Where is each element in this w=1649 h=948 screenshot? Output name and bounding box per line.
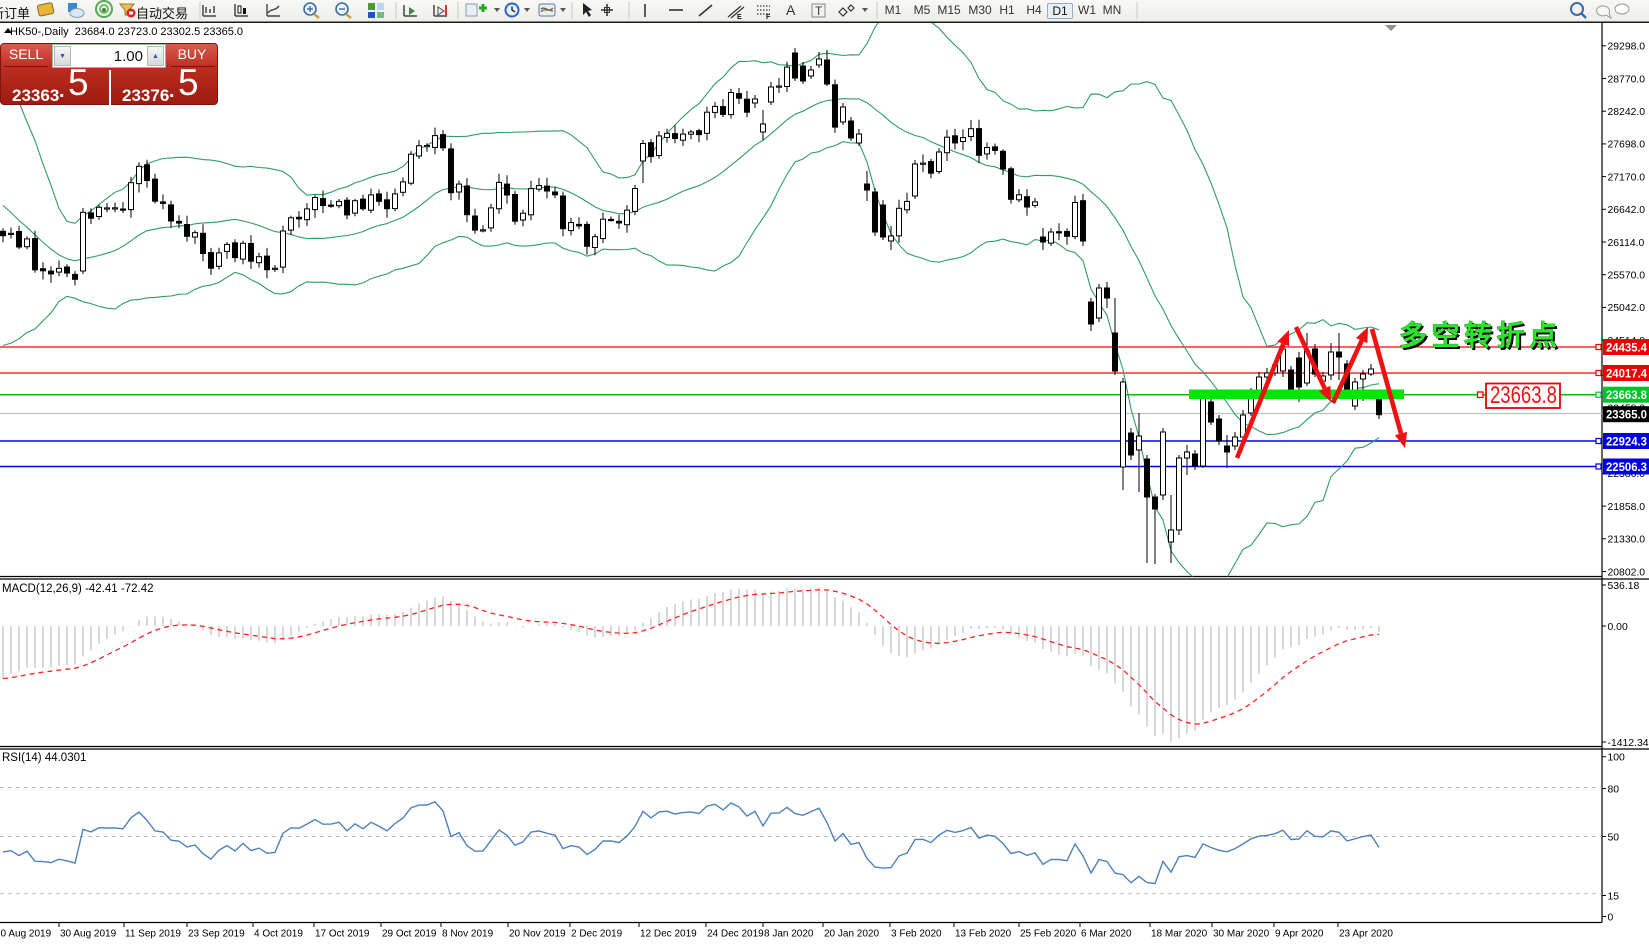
svg-text:27698.0: 27698.0 bbox=[1608, 140, 1646, 151]
svg-text:22924.3: 22924.3 bbox=[1606, 434, 1647, 448]
svg-text:23 Apr 2020: 23 Apr 2020 bbox=[1339, 929, 1393, 940]
svg-text:11 Sep 2019: 11 Sep 2019 bbox=[125, 929, 181, 940]
svg-text:-1412.34: -1412.34 bbox=[1608, 738, 1649, 749]
svg-text:MACD(12,26,9) -42.41 -72.42: MACD(12,26,9) -42.41 -72.42 bbox=[2, 583, 154, 595]
svg-text:8 Jan 2020: 8 Jan 2020 bbox=[764, 929, 814, 940]
svg-text:23 Sep 2019: 23 Sep 2019 bbox=[188, 929, 245, 940]
svg-text:50: 50 bbox=[1608, 832, 1620, 843]
svg-text:6 Mar 2020: 6 Mar 2020 bbox=[1081, 929, 1132, 940]
svg-text:28242.0: 28242.0 bbox=[1608, 107, 1646, 118]
svg-text:F: F bbox=[766, 14, 771, 21]
svg-text:28770.0: 28770.0 bbox=[1608, 74, 1646, 85]
svg-text:23663.8: 23663.8 bbox=[1490, 382, 1557, 409]
svg-text:2 Dec 2019: 2 Dec 2019 bbox=[571, 929, 623, 940]
svg-text:A: A bbox=[786, 2, 796, 18]
svg-text:29298.0: 29298.0 bbox=[1608, 42, 1646, 53]
svg-text:多空转折点: 多空转折点 bbox=[1401, 321, 1564, 353]
svg-text:多空转折点: 多空转折点 bbox=[1399, 319, 1562, 351]
svg-text:100: 100 bbox=[1608, 753, 1626, 764]
svg-text:21330.0: 21330.0 bbox=[1608, 535, 1646, 546]
svg-text:26114.0: 26114.0 bbox=[1608, 238, 1645, 249]
svg-text:0.00: 0.00 bbox=[1608, 622, 1628, 633]
svg-text:27170.0: 27170.0 bbox=[1608, 172, 1646, 183]
svg-text:12 Dec 2019: 12 Dec 2019 bbox=[640, 929, 697, 940]
svg-text:20 Jan 2020: 20 Jan 2020 bbox=[824, 929, 879, 940]
svg-text:21858.0: 21858.0 bbox=[1608, 502, 1646, 513]
svg-text:T: T bbox=[815, 4, 823, 18]
svg-text:29 Oct 2019: 29 Oct 2019 bbox=[382, 929, 437, 940]
svg-text:20 Aug 2019: 20 Aug 2019 bbox=[0, 929, 52, 940]
svg-text:22386.0: 22386.0 bbox=[1608, 469, 1646, 480]
svg-text:15: 15 bbox=[1608, 891, 1620, 902]
svg-text:24017.4: 24017.4 bbox=[1606, 366, 1647, 380]
svg-text:18 Mar 2020: 18 Mar 2020 bbox=[1151, 929, 1208, 940]
svg-text:9 Apr 2020: 9 Apr 2020 bbox=[1275, 929, 1324, 940]
svg-text:4 Oct 2019: 4 Oct 2019 bbox=[254, 929, 303, 940]
svg-text:3 Feb 2020: 3 Feb 2020 bbox=[891, 929, 942, 940]
svg-text:RSI(14) 44.0301: RSI(14) 44.0301 bbox=[2, 752, 86, 764]
svg-text:0: 0 bbox=[1608, 912, 1614, 923]
svg-text:13 Feb 2020: 13 Feb 2020 bbox=[955, 929, 1012, 940]
svg-text:HK50-,Daily 23684.0 23723.0 2: HK50-,Daily 23684.0 23723.0 23302.5 2336… bbox=[10, 26, 243, 38]
svg-text:30 Mar 2020: 30 Mar 2020 bbox=[1213, 929, 1270, 940]
svg-text:80: 80 bbox=[1608, 784, 1620, 795]
svg-text:8 Nov 2019: 8 Nov 2019 bbox=[442, 929, 494, 940]
svg-text:20802.0: 20802.0 bbox=[1608, 567, 1646, 578]
svg-text:26642.0: 26642.0 bbox=[1608, 205, 1646, 216]
svg-text:24435.4: 24435.4 bbox=[1606, 340, 1647, 354]
svg-text:30 Aug 2019: 30 Aug 2019 bbox=[60, 929, 117, 940]
svg-text:E: E bbox=[737, 14, 742, 21]
svg-text:20 Nov 2019: 20 Nov 2019 bbox=[509, 929, 566, 940]
svg-text:536.18: 536.18 bbox=[1608, 581, 1640, 592]
svg-text:25570.0: 25570.0 bbox=[1608, 271, 1646, 282]
svg-text:17 Oct 2019: 17 Oct 2019 bbox=[315, 929, 370, 940]
svg-text:24 Dec 2019: 24 Dec 2019 bbox=[707, 929, 764, 940]
svg-text:22506.3: 22506.3 bbox=[1606, 460, 1647, 474]
svg-text:23663.8: 23663.8 bbox=[1606, 388, 1647, 402]
svg-text:23365.0: 23365.0 bbox=[1606, 408, 1647, 422]
svg-text:25042.0: 25042.0 bbox=[1608, 303, 1646, 314]
svg-text:25 Feb 2020: 25 Feb 2020 bbox=[1020, 929, 1077, 940]
